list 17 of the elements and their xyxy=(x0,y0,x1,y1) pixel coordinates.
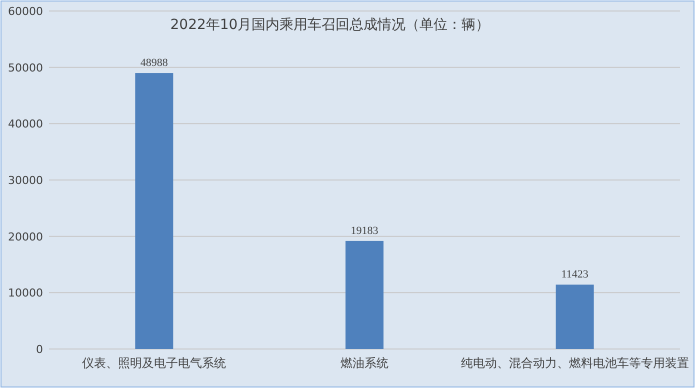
y-tick-label: 30000 xyxy=(8,174,43,187)
y-tick-label: 20000 xyxy=(8,230,43,244)
bar xyxy=(556,284,594,349)
data-label: 19183 xyxy=(350,224,379,237)
y-tick-label: 10000 xyxy=(8,286,43,300)
x-tick-label: 仪表、照明及电子电气系统 xyxy=(82,356,226,370)
y-tick-label: 40000 xyxy=(8,118,43,131)
bar xyxy=(135,73,174,349)
y-tick-label: 50000 xyxy=(8,61,43,74)
x-tick-label: 纯电动、混合动力、燃料电池车等专用装置 xyxy=(460,356,689,370)
data-label: 11423 xyxy=(561,268,589,281)
data-label: 48988 xyxy=(140,57,168,70)
chart-title: 2022年10月国内乘用车召回总成情况（单位：辆） xyxy=(170,17,490,33)
y-tick-label: 60000 xyxy=(8,5,43,18)
x-tick-label: 燃油系统 xyxy=(340,356,388,370)
y-tick-label: 0 xyxy=(36,343,43,356)
bar xyxy=(346,240,384,349)
